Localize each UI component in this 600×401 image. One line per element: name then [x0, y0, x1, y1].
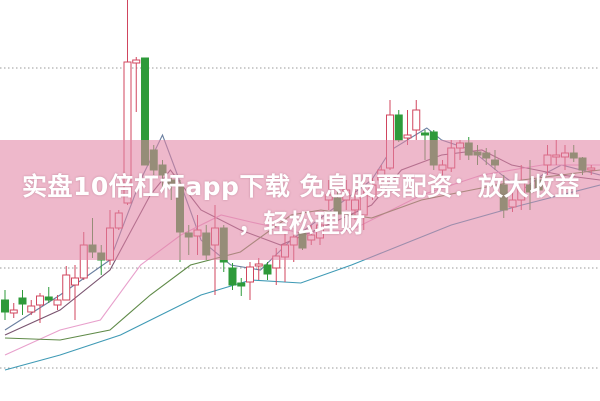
candle-up — [36, 295, 44, 306]
candle-down — [237, 282, 246, 287]
candle-down — [228, 267, 237, 286]
candle-up — [62, 274, 71, 301]
candle-down — [44, 296, 53, 301]
candle-up — [403, 134, 412, 139]
candle-down — [263, 264, 272, 275]
candle-down — [18, 297, 27, 305]
candle-down — [421, 132, 429, 136]
banner-text-line2: ，轻松理财 — [238, 209, 366, 238]
candle-down — [394, 114, 403, 141]
candle-up — [254, 263, 263, 267]
candle-up — [53, 299, 62, 306]
candle-up — [71, 277, 79, 286]
banner-text-line1: 实盘10倍杠杆app下载 免息股票配资：放大收益 — [22, 172, 581, 201]
candle-up — [132, 59, 141, 64]
promo-banner — [0, 140, 600, 260]
candle-up — [246, 266, 254, 283]
candle-up — [9, 309, 18, 314]
candle-down — [1, 299, 9, 313]
candle-up — [412, 109, 421, 131]
candle-up — [27, 305, 36, 313]
